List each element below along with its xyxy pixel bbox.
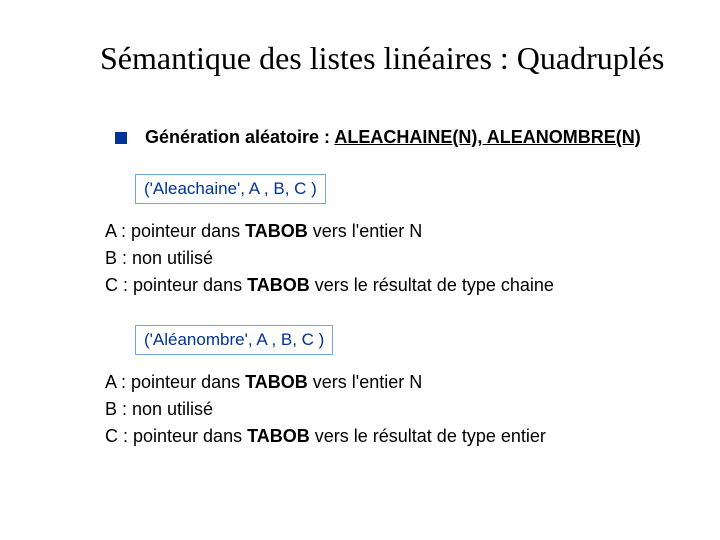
desc-text: A : pointeur dans <box>105 221 245 241</box>
tuple-box-2: ('Aléanombre', A , B, C ) <box>135 325 333 355</box>
desc-text: C : pointeur dans <box>105 426 247 446</box>
page-title: Sémantique des listes linéaires : Quadru… <box>100 40 680 77</box>
desc-line: C : pointeur dans TABOB vers le résultat… <box>105 423 680 450</box>
square-bullet-icon <box>115 132 127 144</box>
desc-line: B : non utilisé <box>105 245 680 272</box>
desc-bold: TABOB <box>245 372 308 392</box>
bullet-functions: ALEACHAINE(N), ALEANOMBRE(N) <box>334 127 640 147</box>
left-sidebar <box>0 0 30 540</box>
desc-text: C : pointeur dans <box>105 275 247 295</box>
desc-text: vers le résultat de type chaine <box>310 275 554 295</box>
desc-text: vers l'entier N <box>308 372 422 392</box>
desc-text: vers l'entier N <box>308 221 422 241</box>
slide: Sémantique des listes linéaires : Quadru… <box>0 0 720 540</box>
desc-line: A : pointeur dans TABOB vers l'entier N <box>105 369 680 396</box>
bullet-text: Génération aléatoire : ALEACHAINE(N), AL… <box>145 127 641 148</box>
description-block-1: A : pointeur dans TABOB vers l'entier N … <box>105 218 680 299</box>
desc-bold: TABOB <box>247 426 310 446</box>
desc-line: C : pointeur dans TABOB vers le résultat… <box>105 272 680 299</box>
desc-line: A : pointeur dans TABOB vers l'entier N <box>105 218 680 245</box>
description-block-2: A : pointeur dans TABOB vers l'entier N … <box>105 369 680 450</box>
desc-bold: TABOB <box>245 221 308 241</box>
tuple-box-1: ('Aleachaine', A , B, C ) <box>135 174 326 204</box>
desc-line: B : non utilisé <box>105 396 680 423</box>
bullet-item: Génération aléatoire : ALEACHAINE(N), AL… <box>115 127 680 148</box>
desc-text: A : pointeur dans <box>105 372 245 392</box>
desc-text: vers le résultat de type entier <box>310 426 546 446</box>
bullet-prefix: Génération aléatoire : <box>145 127 334 147</box>
desc-bold: TABOB <box>247 275 310 295</box>
